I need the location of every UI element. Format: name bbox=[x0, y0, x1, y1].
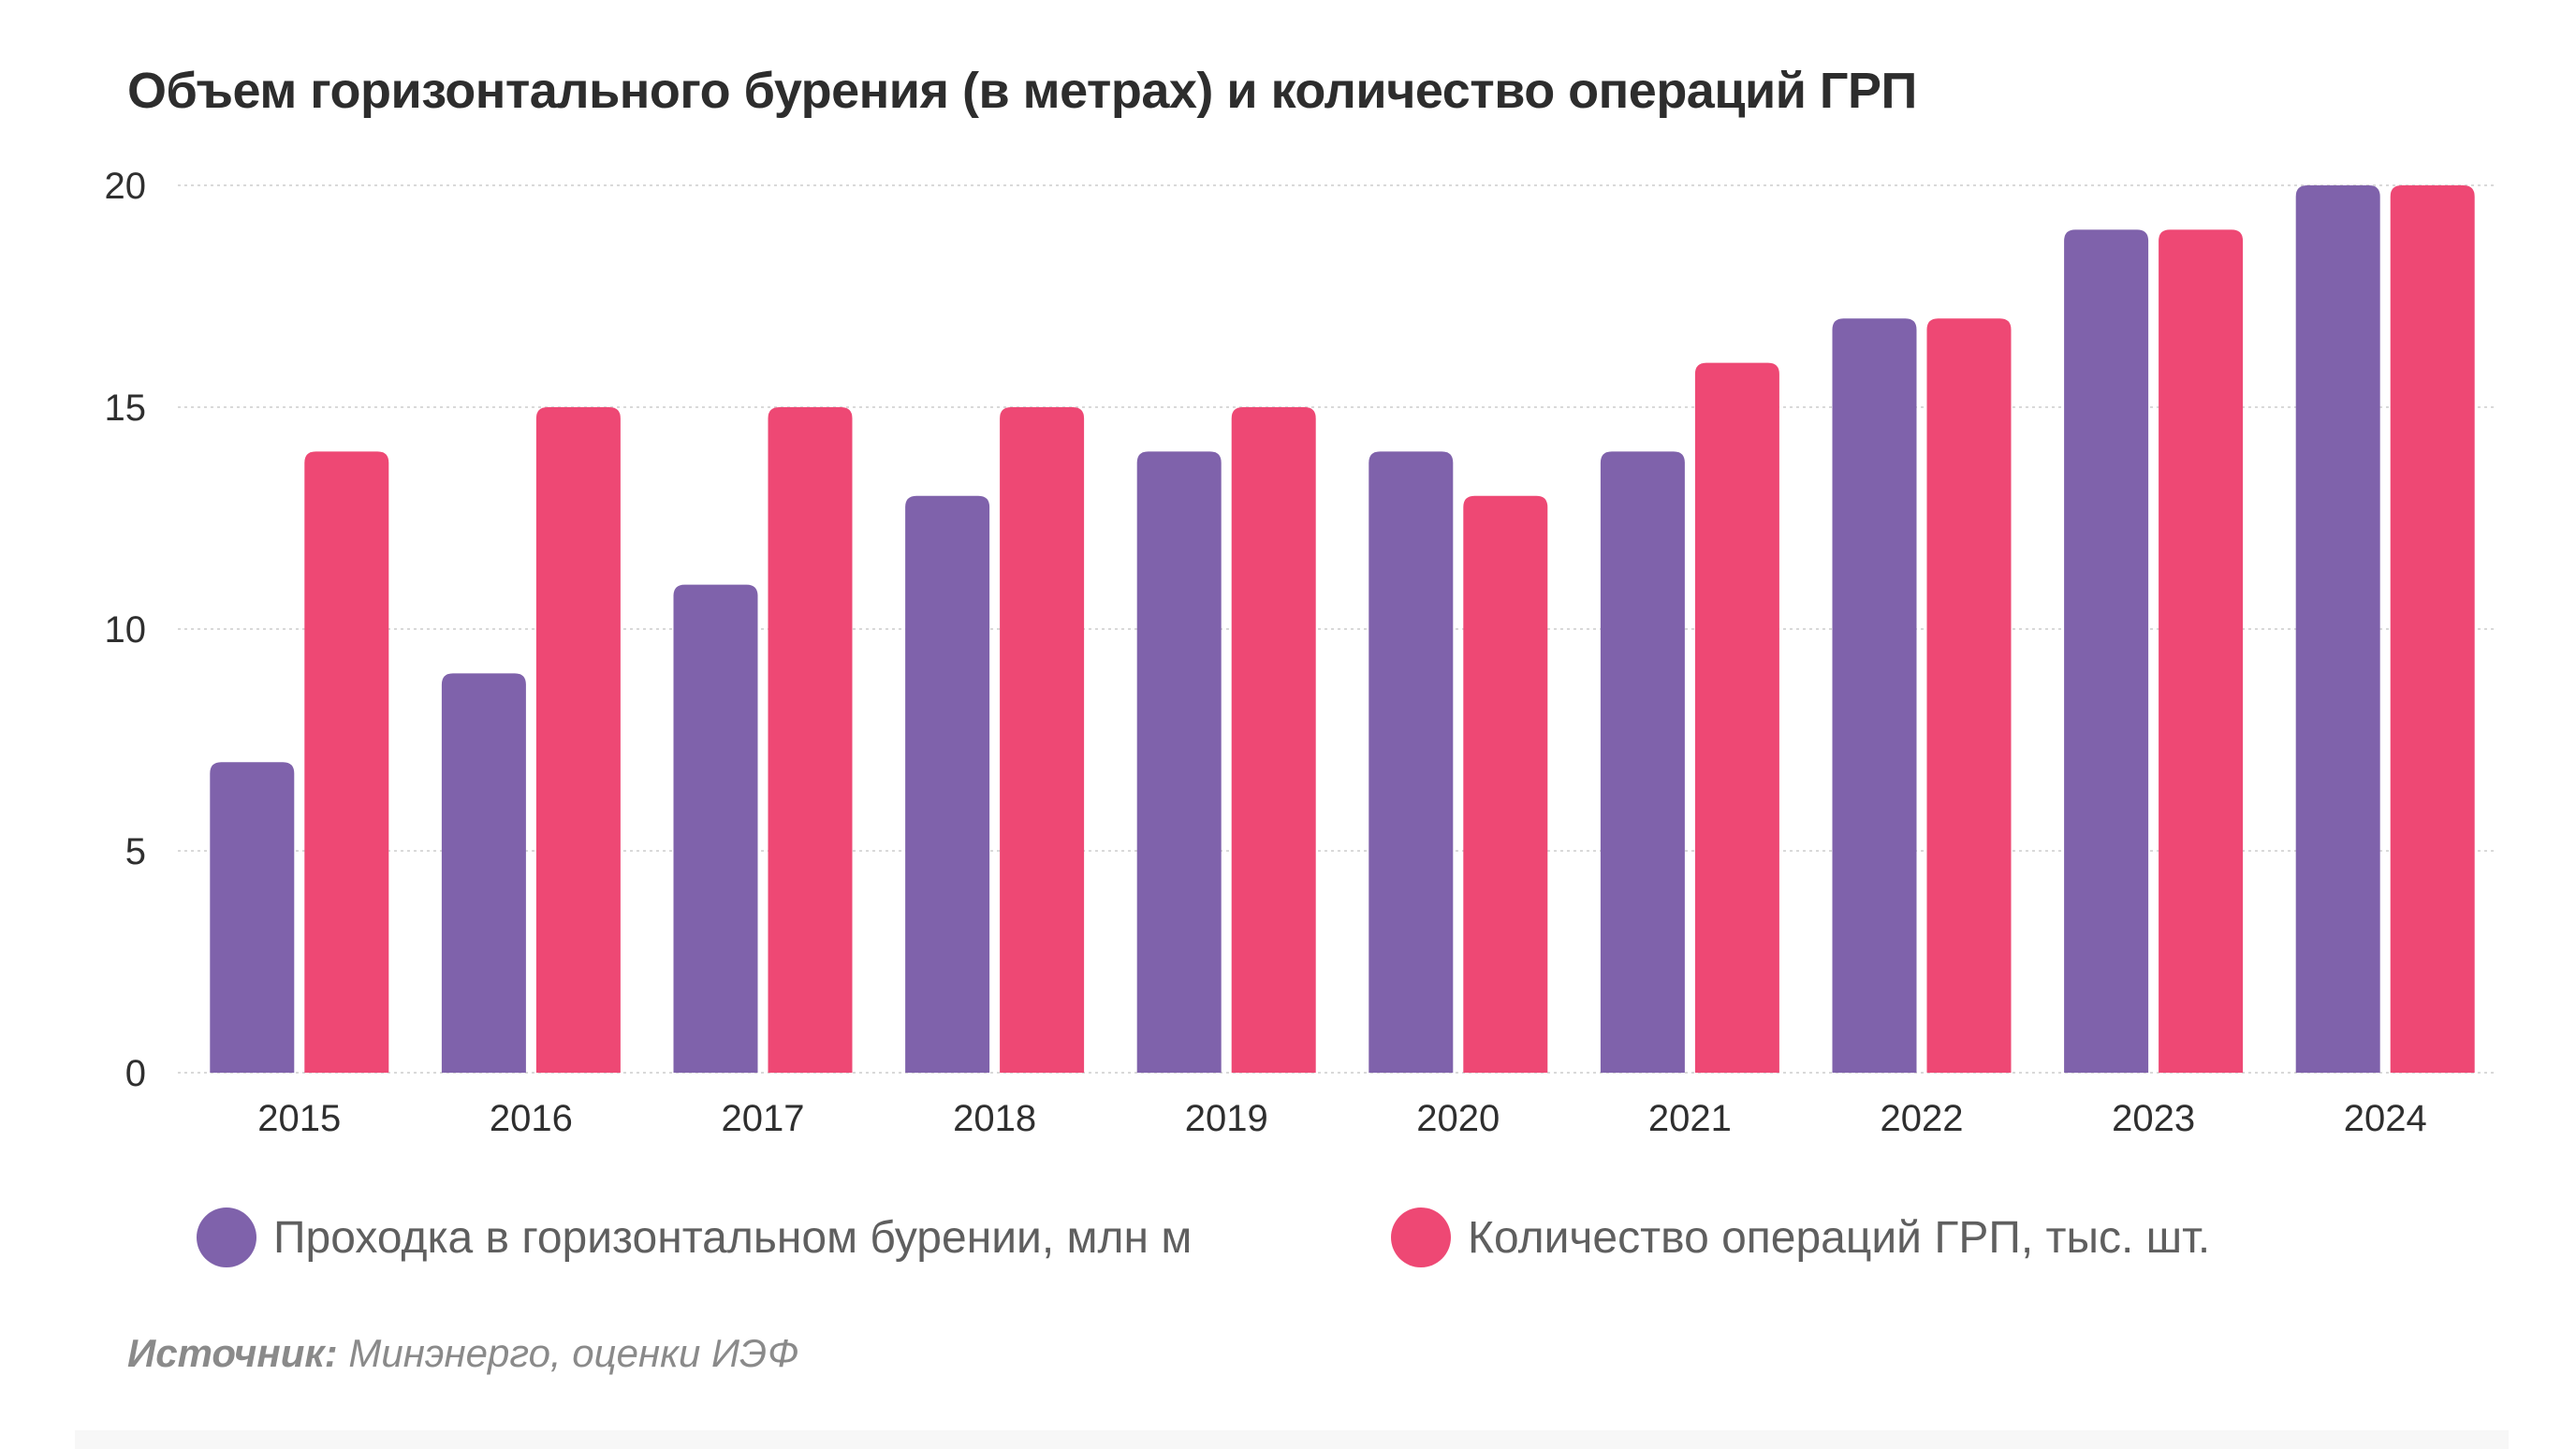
x-axis-ticks: 2015 2016 2017 2018 2019 2020 2021 2022 2023 2024 bbox=[257, 1098, 2426, 1139]
chart-title: Объем горизонтального бурения (в метрах)… bbox=[127, 63, 1917, 119]
y-axis-ticks: 0 5 10 15 20 bbox=[105, 166, 147, 1094]
bar-2023-series-2 bbox=[2159, 229, 2244, 1073]
x-tick-label-2018: 2018 bbox=[953, 1098, 1036, 1139]
x-tick-label-2024: 2024 bbox=[2344, 1098, 2427, 1139]
bar-2016-series-1 bbox=[441, 673, 526, 1073]
x-tick-label-2016: 2016 bbox=[490, 1098, 573, 1139]
bar-2021-series-1 bbox=[1600, 451, 1685, 1073]
bottom-divider bbox=[75, 1430, 2509, 1449]
x-tick-label-2019: 2019 bbox=[1185, 1098, 1268, 1139]
bar-2018-series-1 bbox=[905, 495, 990, 1073]
bar-2024-series-2 bbox=[2390, 185, 2475, 1073]
bar-2022-series-1 bbox=[1832, 318, 1917, 1073]
y-tick-label-10: 10 bbox=[105, 609, 147, 651]
legend-swatch-frac-operations bbox=[1391, 1208, 1451, 1267]
bar-2021-series-2 bbox=[1694, 362, 1779, 1074]
bar-2024-series-1 bbox=[2295, 185, 2380, 1073]
bars bbox=[210, 185, 2475, 1074]
bar-2016-series-2 bbox=[535, 407, 621, 1073]
legend-label-frac-operations: Количество операций ГРП, тыс. шт. bbox=[1468, 1212, 2211, 1263]
bar-2015-series-1 bbox=[210, 762, 295, 1073]
legend: Проходка в горизонтальном бурении, млн м… bbox=[0, 1208, 2576, 1282]
x-tick-label-2021: 2021 bbox=[1648, 1098, 1732, 1139]
source-text: Минэнерго, оценки ИЭФ bbox=[337, 1331, 799, 1375]
legend-item-horizontal-drilling: Проходка в горизонтальном бурении, млн м bbox=[197, 1208, 1192, 1267]
y-tick-label-0: 0 bbox=[125, 1053, 146, 1094]
y-tick-label-5: 5 bbox=[125, 831, 146, 872]
legend-label-horizontal-drilling: Проходка в горизонтальном бурении, млн м bbox=[273, 1212, 1193, 1263]
bar-2022-series-2 bbox=[1926, 318, 2012, 1073]
source-note: Источник: Минэнерго, оценки ИЭФ bbox=[127, 1331, 798, 1376]
bar-2017-series-1 bbox=[673, 584, 758, 1073]
x-tick-label-2022: 2022 bbox=[1881, 1098, 1964, 1139]
legend-swatch-horizontal-drilling bbox=[197, 1208, 256, 1267]
bar-2023-series-1 bbox=[2064, 229, 2149, 1073]
source-label: Источник: bbox=[127, 1331, 338, 1375]
y-tick-label-20: 20 bbox=[105, 166, 147, 207]
x-tick-label-2017: 2017 bbox=[722, 1098, 805, 1139]
bar-chart: 0 5 10 15 20 2015 2016 2017 2018 2019 2020 2021 202… bbox=[105, 166, 2496, 1139]
y-tick-label-15: 15 bbox=[105, 388, 147, 429]
legend-item-frac-operations: Количество операций ГРП, тыс. шт. bbox=[1391, 1208, 2210, 1267]
bar-2017-series-2 bbox=[768, 407, 853, 1073]
bar-2019-series-1 bbox=[1136, 451, 1222, 1073]
x-tick-label-2015: 2015 bbox=[257, 1098, 341, 1139]
bar-2020-series-2 bbox=[1463, 495, 1548, 1073]
x-tick-label-2023: 2023 bbox=[2112, 1098, 2195, 1139]
bar-2018-series-2 bbox=[1000, 407, 1085, 1073]
bar-2015-series-2 bbox=[304, 451, 389, 1073]
x-tick-label-2020: 2020 bbox=[1416, 1098, 1500, 1139]
bar-2020-series-1 bbox=[1368, 451, 1454, 1073]
bar-2019-series-2 bbox=[1231, 407, 1316, 1073]
